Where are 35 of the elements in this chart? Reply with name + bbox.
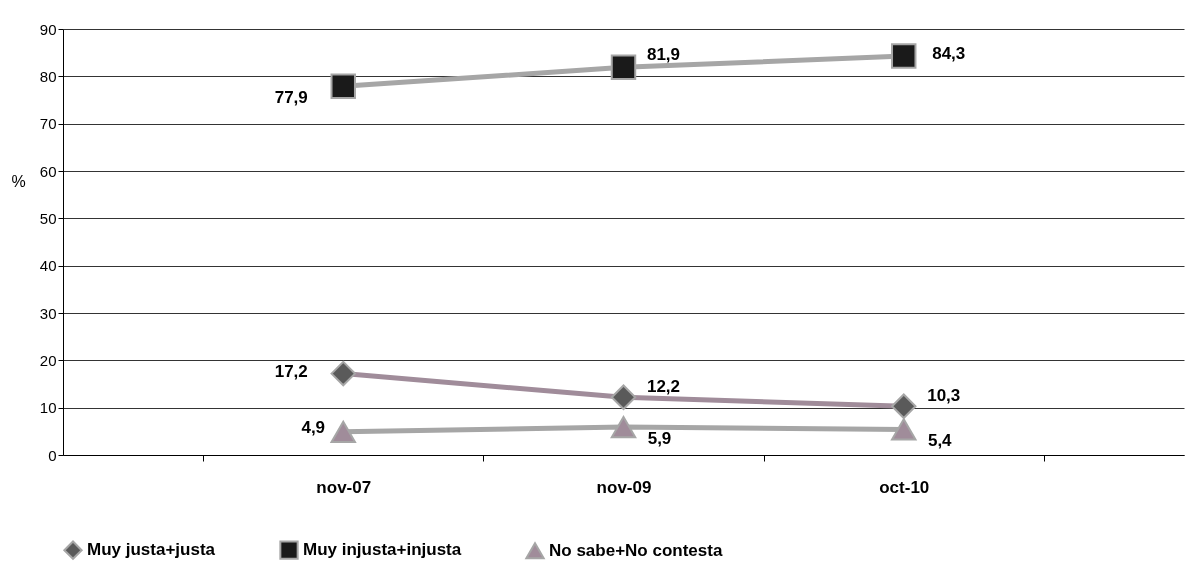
x-tick-label: oct-10 (879, 477, 930, 497)
legend-label: Muy injusta+injusta (303, 540, 462, 560)
data-label: 17,2 (274, 361, 308, 381)
y-tick-label: 40 (39, 257, 57, 275)
point (610, 384, 637, 410)
y-tick-label: 50 (39, 209, 57, 227)
point (330, 73, 356, 99)
point (610, 54, 637, 81)
point (891, 43, 917, 69)
y-tick-label: 60 (39, 162, 57, 180)
point (330, 420, 356, 443)
y-tick-label: 0 (48, 446, 57, 464)
y-axis-title: % (11, 172, 26, 190)
x-tick-label: nov-09 (596, 477, 652, 497)
data-label: 77,9 (274, 88, 308, 108)
point (610, 415, 637, 439)
y-tick-label: 30 (39, 304, 57, 322)
legend-label: Muy justa+justa (87, 540, 216, 560)
data-label: 10,3 (927, 386, 961, 406)
point (330, 360, 356, 387)
y-tick-label: 10 (39, 399, 57, 417)
data-label: 81,9 (646, 45, 681, 65)
x-tick-label: nov-07 (316, 477, 372, 497)
point (891, 418, 917, 441)
data-label: 12,2 (646, 377, 681, 397)
data-label: 5,4 (927, 431, 953, 451)
y-tick-label: 90 (39, 20, 57, 38)
data-label: 5,9 (647, 429, 672, 449)
legend-label: No sabe+No contesta (549, 540, 723, 560)
point (891, 393, 917, 419)
y-tick-label: 70 (39, 115, 57, 133)
data-label: 4,9 (301, 417, 326, 437)
y-tick-label: 20 (39, 351, 57, 369)
y-tick-label: 80 (39, 67, 57, 85)
data-label: 84,3 (932, 43, 966, 63)
